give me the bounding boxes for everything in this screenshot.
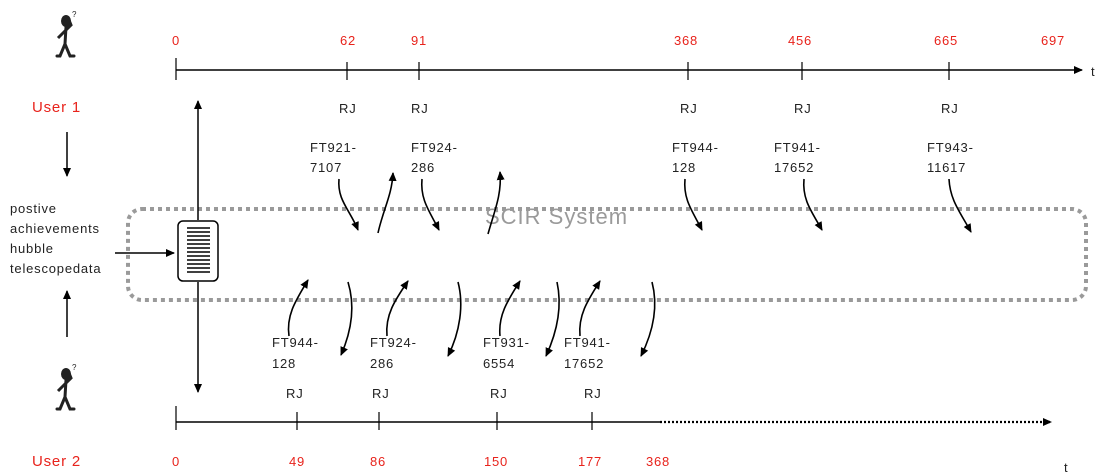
user2-time-label: 86 bbox=[370, 454, 386, 469]
user2-doc-id-line2: 128 bbox=[272, 356, 296, 371]
user1-event-tag: RJ bbox=[941, 101, 959, 116]
user1-doc-id-line1: FT924- bbox=[411, 140, 458, 155]
user1-doc-id-line2: 11617 bbox=[927, 160, 966, 175]
user2-doc-id-line2: 6554 bbox=[483, 356, 515, 371]
user1-axis-symbol: t bbox=[1091, 64, 1095, 79]
user2-doc-id-line1: FT931- bbox=[483, 335, 530, 350]
user1-time-label: 62 bbox=[340, 33, 356, 48]
user2-event-tag: RJ bbox=[286, 386, 304, 401]
user1-event-tag: RJ bbox=[411, 101, 429, 116]
user1-time-label: 0 bbox=[172, 33, 180, 48]
user2-doc-id-line2: 17652 bbox=[564, 356, 604, 371]
user2-event-tag: RJ bbox=[372, 386, 390, 401]
user2-flow-arrow bbox=[385, 280, 409, 337]
user2-event-tag: RJ bbox=[584, 386, 602, 401]
user1-doc-id-line2: 128 bbox=[672, 160, 696, 175]
user2-time-label: 177 bbox=[578, 454, 602, 469]
user1-doc-id-line1: FT944- bbox=[672, 140, 719, 155]
user2-flow-arrow bbox=[498, 280, 521, 337]
user2-flow-arrow bbox=[640, 281, 656, 357]
user1-flow-arrow bbox=[683, 178, 703, 231]
user1-time-label: 697 bbox=[1041, 33, 1065, 48]
user1-label: User 1 bbox=[32, 99, 81, 116]
user1-flow-arrow bbox=[487, 171, 505, 235]
user2-label: User 2 bbox=[32, 453, 81, 470]
user2-time-label: 49 bbox=[289, 454, 305, 469]
query-line-1: postive bbox=[10, 201, 57, 216]
user1-doc-id-line1: FT921- bbox=[310, 140, 357, 155]
user1-event-tag: RJ bbox=[680, 101, 698, 116]
user1-time-label: 91 bbox=[411, 33, 427, 48]
user2-doc-id-line1: FT924- bbox=[370, 335, 417, 350]
user2-doc-id-line2: 286 bbox=[370, 356, 394, 371]
user1-figure-icon bbox=[55, 8, 79, 58]
user1-doc-id-line2: 17652 bbox=[774, 160, 814, 175]
user1-time-label: 368 bbox=[674, 33, 698, 48]
user1-time-label: 665 bbox=[934, 33, 958, 48]
user1-doc-id-line1: FT943- bbox=[927, 140, 974, 155]
user2-event-tag: RJ bbox=[490, 386, 508, 401]
user1-doc-id-line1: FT941- bbox=[774, 140, 821, 155]
user1-flow-arrow bbox=[420, 178, 440, 231]
user1-time-label: 456 bbox=[788, 33, 812, 48]
user2-flow-arrow bbox=[340, 281, 353, 356]
user2-flow-arrow bbox=[578, 280, 601, 337]
user1-flow-arrow bbox=[338, 178, 359, 231]
user2-doc-id-line1: FT944- bbox=[272, 335, 319, 350]
query-text: postive achievements hubble telescopedat… bbox=[10, 201, 101, 276]
user2-time-label: 150 bbox=[484, 454, 508, 469]
user1-event-tag: RJ bbox=[794, 101, 812, 116]
query-line-4: telescopedata bbox=[10, 261, 101, 276]
document-icon bbox=[177, 220, 219, 282]
user2-axis-symbol: t bbox=[1064, 460, 1068, 475]
query-line-3: hubble bbox=[10, 241, 54, 256]
user1-doc-id-line2: 286 bbox=[411, 160, 435, 175]
user2-flow-arrow bbox=[545, 281, 560, 357]
user2-flow-arrow bbox=[447, 281, 462, 357]
user2-time-label: 0 bbox=[172, 454, 180, 469]
user2-doc-id-line1: FT941- bbox=[564, 335, 611, 350]
query-line-2: achievements bbox=[10, 221, 100, 236]
user1-flow-arrow bbox=[377, 172, 397, 234]
user1-doc-id-line2: 7107 bbox=[310, 160, 342, 175]
user2-flow-arrow bbox=[287, 279, 309, 337]
user2-figure-icon bbox=[55, 361, 79, 411]
system-label: SCIR System bbox=[485, 204, 628, 229]
user2-time-label: 368 bbox=[646, 454, 670, 469]
user1-event-tag: RJ bbox=[339, 101, 357, 116]
user1-flow-arrow bbox=[802, 178, 823, 231]
user1-flow-arrow bbox=[948, 178, 972, 233]
scir-system-box bbox=[126, 207, 1088, 302]
